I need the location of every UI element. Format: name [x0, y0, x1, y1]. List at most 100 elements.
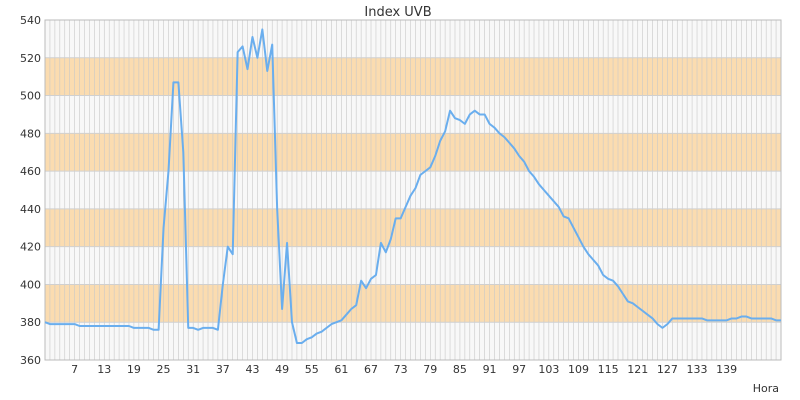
data-point [548, 195, 550, 197]
data-point [395, 218, 397, 220]
data-point [780, 320, 782, 322]
x-tick-label: 55 [305, 363, 319, 376]
data-point [494, 127, 496, 129]
data-point [301, 342, 303, 344]
x-tick-label: 31 [186, 363, 200, 376]
data-point [751, 318, 753, 320]
data-point [276, 208, 278, 210]
data-point [123, 325, 125, 327]
x-tick-label: 43 [245, 363, 259, 376]
y-tick-label: 420 [20, 241, 41, 254]
data-point [266, 70, 268, 72]
data-point [89, 325, 91, 327]
data-point [365, 287, 367, 289]
data-point [617, 286, 619, 288]
x-tick-label: 109 [568, 363, 589, 376]
data-point [390, 238, 392, 240]
data-point [380, 242, 382, 244]
data-point [509, 142, 511, 144]
data-point [59, 323, 61, 325]
data-point [746, 316, 748, 318]
x-tick-label: 7 [71, 363, 78, 376]
data-point [775, 320, 777, 322]
data-point [94, 325, 96, 327]
data-point [74, 323, 76, 325]
x-tick-label: 97 [512, 363, 526, 376]
data-point [711, 320, 713, 322]
data-point [578, 236, 580, 238]
data-point [262, 29, 264, 31]
data-point [350, 308, 352, 310]
x-tick-label: 127 [657, 363, 678, 376]
data-point [375, 274, 377, 276]
data-point [627, 301, 629, 303]
data-point [202, 327, 204, 329]
data-point [632, 303, 634, 305]
data-point [271, 44, 273, 46]
data-point [311, 337, 313, 339]
data-point [336, 321, 338, 323]
data-point [247, 68, 249, 70]
data-point [212, 327, 214, 329]
data-point [741, 316, 743, 318]
data-point [429, 167, 431, 169]
data-point [425, 170, 427, 172]
data-point [454, 117, 456, 119]
data-point [183, 151, 185, 153]
data-point [691, 318, 693, 320]
x-axis-ticks: 7 13 19 25 31 37 43 49 55 61 67 73 79 85 91 97 103 109 115… [71, 363, 737, 376]
data-point [528, 170, 530, 172]
band [45, 322, 781, 360]
data-point [464, 123, 466, 125]
y-axis-ticks: 360 380 400 420 440 460 480 500 520 540 [20, 14, 41, 367]
data-point [237, 51, 239, 53]
data-point [148, 327, 150, 329]
y-tick-label: 380 [20, 316, 41, 329]
data-point [108, 325, 110, 327]
x-tick-label: 49 [275, 363, 289, 376]
data-point [286, 242, 288, 244]
data-point [721, 320, 723, 322]
data-point [326, 327, 328, 329]
data-point [499, 133, 501, 135]
data-point [568, 218, 570, 220]
data-point [420, 174, 422, 176]
data-point [642, 310, 644, 312]
data-point [331, 323, 333, 325]
data-point [400, 218, 402, 220]
data-point [138, 327, 140, 329]
data-point [588, 253, 590, 255]
data-point [321, 331, 323, 333]
band [45, 246, 781, 285]
x-tick-label: 121 [627, 363, 648, 376]
data-point [672, 318, 674, 320]
band [45, 208, 781, 247]
data-point [449, 110, 451, 112]
data-point [622, 293, 624, 295]
data-point [592, 259, 594, 261]
data-point [227, 246, 229, 248]
data-point [217, 329, 219, 331]
y-tick-label: 460 [20, 165, 41, 178]
data-point [370, 278, 372, 280]
data-point [405, 206, 407, 208]
data-point [716, 320, 718, 322]
y-tick-label: 500 [20, 90, 41, 103]
plot-frame [44, 19, 782, 361]
x-tick-label: 103 [538, 363, 559, 376]
data-point [158, 329, 160, 331]
data-point [647, 314, 649, 316]
data-point [637, 306, 639, 308]
x-tick-label: 61 [334, 363, 348, 376]
data-point [459, 119, 461, 121]
data-point [439, 140, 441, 142]
data-point [444, 131, 446, 133]
data-point [607, 278, 609, 280]
data-point [513, 148, 515, 150]
data-point [168, 170, 170, 172]
data-point [84, 325, 86, 327]
data-point [770, 318, 772, 320]
band [45, 133, 781, 172]
data-point [306, 338, 308, 340]
data-point [696, 318, 698, 320]
